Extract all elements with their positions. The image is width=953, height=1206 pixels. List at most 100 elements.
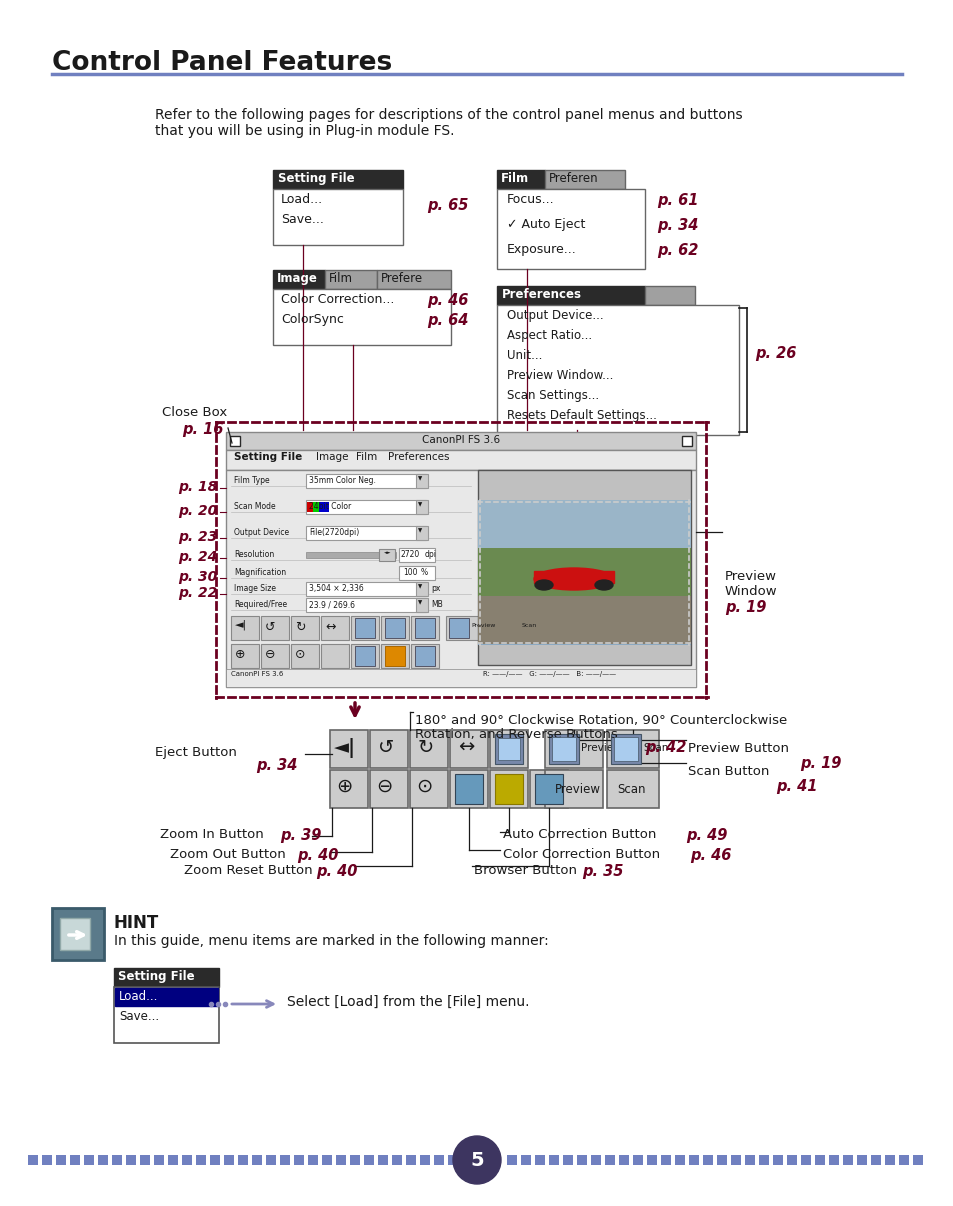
FancyBboxPatch shape (548, 734, 578, 763)
FancyBboxPatch shape (488, 560, 497, 570)
Text: Window: Window (724, 585, 777, 598)
FancyBboxPatch shape (330, 769, 368, 808)
FancyBboxPatch shape (527, 500, 537, 510)
FancyBboxPatch shape (898, 1155, 908, 1165)
FancyBboxPatch shape (730, 1155, 740, 1165)
Text: Auto Correction Button: Auto Correction Button (502, 829, 656, 841)
FancyBboxPatch shape (618, 630, 627, 640)
FancyBboxPatch shape (477, 550, 488, 560)
FancyBboxPatch shape (507, 620, 517, 630)
FancyBboxPatch shape (320, 616, 349, 640)
FancyBboxPatch shape (633, 1155, 642, 1165)
FancyBboxPatch shape (558, 650, 567, 660)
Text: ↺: ↺ (377, 738, 394, 757)
FancyBboxPatch shape (678, 510, 687, 520)
FancyBboxPatch shape (627, 540, 638, 550)
FancyBboxPatch shape (658, 550, 667, 560)
FancyBboxPatch shape (638, 550, 647, 560)
FancyBboxPatch shape (517, 550, 527, 560)
Circle shape (453, 1136, 500, 1184)
FancyBboxPatch shape (477, 500, 690, 572)
Text: p. 34: p. 34 (657, 218, 698, 233)
FancyBboxPatch shape (537, 550, 547, 560)
FancyBboxPatch shape (547, 500, 558, 510)
Text: ▼: ▼ (417, 502, 422, 507)
Text: Preferen: Preferen (548, 172, 598, 185)
FancyBboxPatch shape (364, 1155, 374, 1165)
FancyBboxPatch shape (814, 1155, 824, 1165)
FancyBboxPatch shape (577, 1155, 586, 1165)
FancyBboxPatch shape (195, 1155, 206, 1165)
FancyBboxPatch shape (647, 580, 658, 590)
FancyBboxPatch shape (266, 1155, 275, 1165)
FancyBboxPatch shape (497, 590, 507, 601)
FancyBboxPatch shape (416, 526, 428, 540)
FancyBboxPatch shape (558, 550, 567, 560)
FancyBboxPatch shape (517, 490, 527, 500)
FancyBboxPatch shape (587, 500, 598, 510)
FancyBboxPatch shape (527, 520, 537, 529)
FancyBboxPatch shape (667, 560, 678, 570)
Text: p. 24: p. 24 (178, 550, 217, 564)
FancyBboxPatch shape (678, 650, 687, 660)
FancyBboxPatch shape (370, 769, 408, 808)
FancyBboxPatch shape (308, 1155, 317, 1165)
FancyBboxPatch shape (618, 490, 627, 500)
FancyBboxPatch shape (306, 598, 426, 611)
FancyBboxPatch shape (398, 566, 435, 580)
FancyBboxPatch shape (678, 610, 687, 620)
FancyBboxPatch shape (678, 470, 687, 480)
FancyBboxPatch shape (273, 189, 402, 245)
FancyBboxPatch shape (261, 616, 289, 640)
FancyBboxPatch shape (618, 510, 627, 520)
FancyBboxPatch shape (587, 640, 598, 650)
FancyBboxPatch shape (490, 769, 527, 808)
FancyBboxPatch shape (537, 510, 547, 520)
FancyBboxPatch shape (56, 1155, 66, 1165)
Text: 5: 5 (470, 1151, 483, 1170)
FancyBboxPatch shape (607, 620, 618, 630)
FancyBboxPatch shape (477, 630, 488, 640)
FancyBboxPatch shape (544, 769, 602, 808)
FancyBboxPatch shape (567, 500, 578, 510)
FancyBboxPatch shape (252, 1155, 262, 1165)
FancyBboxPatch shape (537, 470, 547, 480)
FancyBboxPatch shape (567, 560, 578, 570)
FancyBboxPatch shape (607, 540, 618, 550)
FancyBboxPatch shape (450, 730, 488, 768)
FancyBboxPatch shape (627, 580, 638, 590)
FancyBboxPatch shape (618, 1155, 628, 1165)
Text: Color Correction Button: Color Correction Button (502, 848, 659, 861)
FancyBboxPatch shape (370, 730, 408, 768)
FancyBboxPatch shape (598, 570, 607, 580)
FancyBboxPatch shape (126, 1155, 136, 1165)
FancyBboxPatch shape (578, 470, 587, 480)
FancyBboxPatch shape (598, 470, 607, 480)
FancyBboxPatch shape (322, 1155, 332, 1165)
FancyBboxPatch shape (678, 590, 687, 601)
FancyBboxPatch shape (60, 918, 90, 950)
FancyBboxPatch shape (497, 738, 519, 760)
FancyBboxPatch shape (547, 520, 558, 529)
FancyBboxPatch shape (786, 1155, 796, 1165)
Text: Zoom Out Button: Zoom Out Button (170, 848, 286, 861)
Text: p. 35: p. 35 (581, 863, 622, 879)
Text: Setting File: Setting File (118, 970, 194, 983)
FancyBboxPatch shape (627, 480, 638, 490)
Text: ⊖: ⊖ (265, 648, 275, 661)
Text: 180° and 90° Clockwise Rotation, 90° Counterclockwise: 180° and 90° Clockwise Rotation, 90° Cou… (415, 714, 786, 727)
FancyBboxPatch shape (477, 548, 690, 596)
FancyBboxPatch shape (558, 510, 567, 520)
FancyBboxPatch shape (618, 529, 627, 540)
Text: Preview: Preview (724, 570, 776, 582)
Text: p. 49: p. 49 (685, 829, 726, 843)
FancyBboxPatch shape (378, 549, 395, 561)
FancyBboxPatch shape (237, 1155, 248, 1165)
FancyBboxPatch shape (688, 1155, 699, 1165)
FancyBboxPatch shape (547, 640, 558, 650)
FancyBboxPatch shape (547, 540, 558, 550)
FancyBboxPatch shape (497, 305, 739, 435)
FancyBboxPatch shape (587, 540, 598, 550)
Ellipse shape (534, 568, 614, 590)
FancyBboxPatch shape (477, 610, 488, 620)
